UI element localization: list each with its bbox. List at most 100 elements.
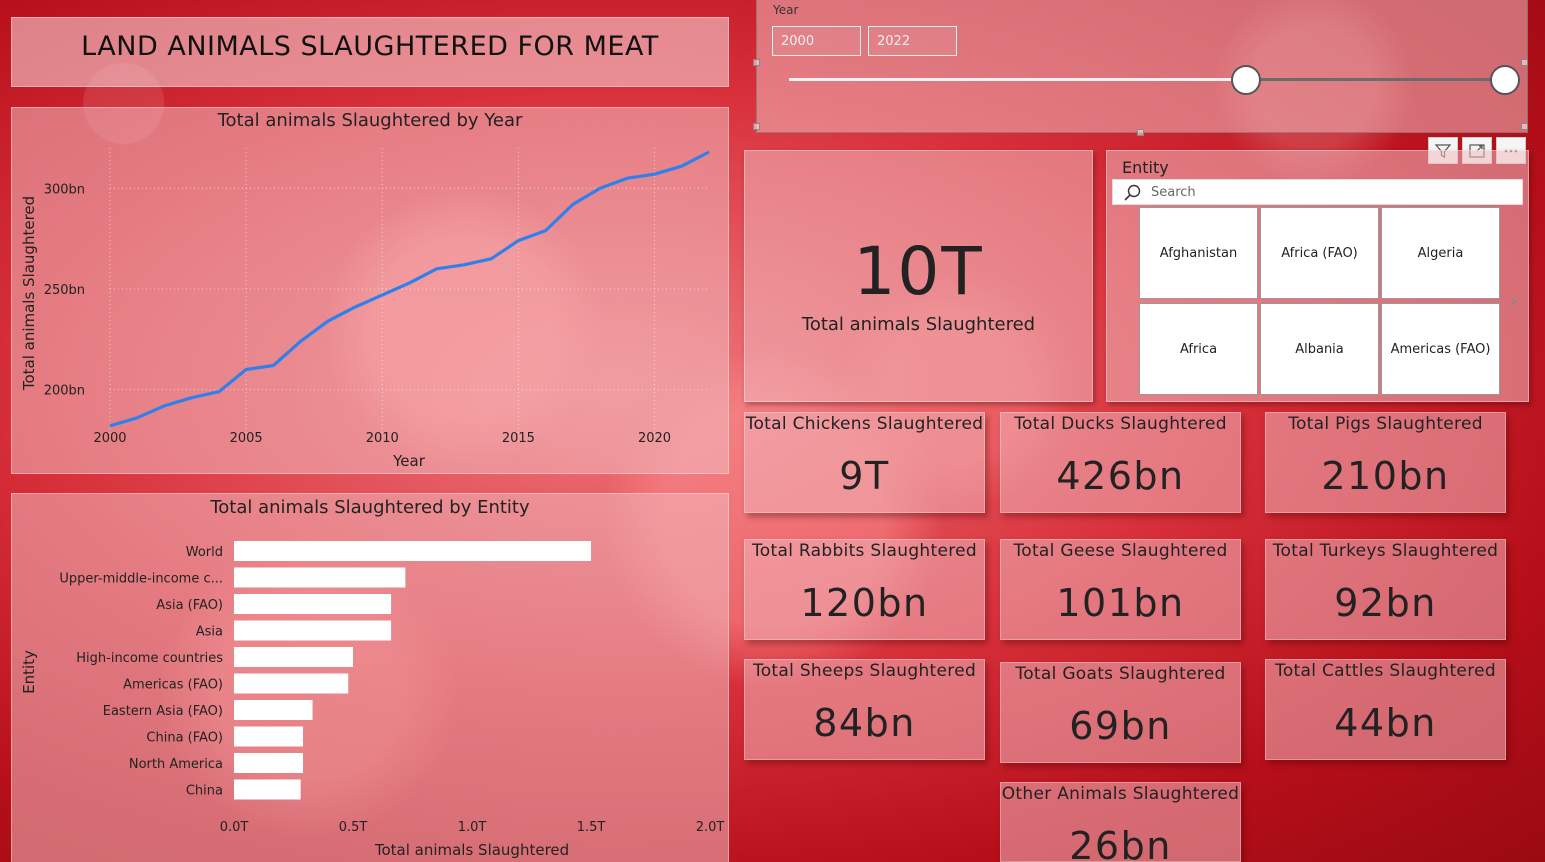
data-point[interactable] xyxy=(298,338,304,344)
x-tick-label: 2010 xyxy=(366,431,399,446)
card-label: Other Animals Slaughtered xyxy=(1001,784,1240,804)
entity-tile[interactable]: Afghanistan xyxy=(1139,207,1258,299)
category-label: Eastern Asia (FAO) xyxy=(103,704,223,719)
card-label: Total Pigs Slaughtered xyxy=(1288,414,1483,434)
data-point[interactable] xyxy=(679,163,685,169)
data-point[interactable] xyxy=(134,415,140,421)
bar[interactable] xyxy=(234,567,406,588)
slider-track-selected[interactable] xyxy=(789,78,1246,81)
data-point[interactable] xyxy=(352,304,358,310)
data-point[interactable] xyxy=(407,280,413,286)
card-value: 84bn xyxy=(813,701,916,745)
bar-chart[interactable]: World Upper-middle-income c... Asia (FAO) A… xyxy=(12,494,730,862)
data-point[interactable] xyxy=(107,423,113,429)
data-point[interactable] xyxy=(325,318,331,324)
bar[interactable] xyxy=(234,541,591,561)
data-point[interactable] xyxy=(461,262,467,268)
line-chart-panel[interactable]: Total animals Slaughtered by Year 200bn 2… xyxy=(11,107,729,474)
data-point[interactable] xyxy=(570,201,576,207)
category-label: North America xyxy=(129,757,223,772)
data-point[interactable] xyxy=(624,175,630,181)
y-tick-label: 200bn xyxy=(44,384,85,399)
entity-slicer[interactable]: Entity Search Afghanistan Africa (FAO) A… xyxy=(1106,150,1529,402)
slider-handle-end[interactable] xyxy=(1490,65,1520,95)
total-animals-value: 10T xyxy=(853,233,984,310)
bar[interactable] xyxy=(234,647,353,667)
ducks-kpi-card[interactable]: Total Ducks Slaughtered 426bn xyxy=(1000,412,1241,513)
bar[interactable] xyxy=(234,779,301,800)
year-start-input[interactable]: 2000 xyxy=(772,26,861,56)
data-point[interactable] xyxy=(515,238,521,244)
data-point[interactable] xyxy=(706,149,712,155)
resize-handle[interactable] xyxy=(1137,129,1144,136)
bar[interactable] xyxy=(234,753,304,773)
resize-handle[interactable] xyxy=(753,123,760,130)
data-point[interactable] xyxy=(270,362,276,368)
chickens-kpi-card[interactable]: Total Chickens Slaughtered 9T xyxy=(744,412,985,513)
geese-kpi-card[interactable]: Total Geese Slaughtered 101bn xyxy=(1000,539,1241,640)
data-point[interactable] xyxy=(597,185,603,191)
entity-tile[interactable]: Africa xyxy=(1139,303,1258,395)
year-slicer[interactable]: Year 2000 2022 xyxy=(753,0,1528,136)
entity-slicer-label: Entity xyxy=(1122,158,1169,177)
data-point[interactable] xyxy=(161,403,167,409)
line-chart-title: Total animals Slaughtered by Year xyxy=(217,110,523,131)
entity-tile[interactable]: Americas (FAO) xyxy=(1381,303,1500,395)
x-tick-label: 2015 xyxy=(502,431,535,446)
card-value: 120bn xyxy=(800,581,929,625)
sheeps-kpi-card[interactable]: Total Sheeps Slaughtered 84bn xyxy=(744,659,985,760)
bar[interactable] xyxy=(234,673,349,694)
card-label: Total Goats Slaughtered xyxy=(1015,664,1226,684)
bar-chart-panel[interactable]: Total animals Slaughtered by Entity Worl… xyxy=(11,493,729,862)
data-point[interactable] xyxy=(488,256,494,262)
data-point[interactable] xyxy=(243,367,249,373)
bar[interactable] xyxy=(234,620,392,641)
card-value: 426bn xyxy=(1056,454,1185,498)
bar[interactable] xyxy=(234,726,304,747)
entity-tile[interactable]: Africa (FAO) xyxy=(1260,207,1379,299)
entity-tile[interactable]: Albania xyxy=(1260,303,1379,395)
bar[interactable] xyxy=(234,594,392,614)
category-label: World xyxy=(186,545,223,560)
cattles-kpi-card[interactable]: Total Cattles Slaughtered 44bn xyxy=(1265,659,1506,760)
card-value: 44bn xyxy=(1334,701,1437,745)
resize-handle[interactable] xyxy=(1521,123,1528,130)
rabbits-kpi-card[interactable]: Total Rabbits Slaughtered 120bn xyxy=(744,539,985,640)
pigs-kpi-card[interactable]: Total Pigs Slaughtered 210bn xyxy=(1265,412,1506,513)
x-tick-label: 0.5T xyxy=(339,820,368,835)
data-point[interactable] xyxy=(189,395,195,401)
series-line[interactable] xyxy=(109,150,710,428)
data-point[interactable] xyxy=(434,266,440,272)
other-animals-kpi-card[interactable]: Other Animals Slaughtered 26bn xyxy=(1000,782,1241,862)
page-title: LAND ANIMALS SLAUGHTERED FOR MEAT xyxy=(81,31,659,62)
total-animals-kpi-card[interactable]: 10T Total animals Slaughtered xyxy=(744,150,1093,402)
bar[interactable] xyxy=(234,700,313,720)
card-label: Total Geese Slaughtered xyxy=(1013,541,1228,561)
card-label: Total Sheeps Slaughtered xyxy=(752,661,977,681)
chevron-right-icon[interactable]: › xyxy=(1509,289,1518,314)
turkeys-kpi-card[interactable]: Total Turkeys Slaughtered 92bn xyxy=(1265,539,1506,640)
resize-handle[interactable] xyxy=(753,59,760,66)
card-value: 92bn xyxy=(1334,581,1437,625)
goats-kpi-card[interactable]: Total Goats Slaughtered 69bn xyxy=(1000,662,1241,763)
card-value: 26bn xyxy=(1069,824,1172,862)
data-point[interactable] xyxy=(216,389,222,395)
resize-handle[interactable] xyxy=(1521,59,1528,66)
data-point[interactable] xyxy=(379,292,385,298)
x-tick-label: 2000 xyxy=(93,431,126,446)
slider-handle-start[interactable] xyxy=(1231,65,1261,95)
y-tick-label: 300bn xyxy=(44,182,85,197)
entity-tile[interactable]: Algeria xyxy=(1381,207,1500,299)
card-label: Total Rabbits Slaughtered xyxy=(752,541,977,561)
total-animals-label: Total animals Slaughtered xyxy=(801,314,1036,335)
card-value: 101bn xyxy=(1056,581,1185,625)
x-tick-label: 2.0T xyxy=(696,820,725,835)
data-point[interactable] xyxy=(652,171,658,177)
data-point[interactable] xyxy=(543,228,549,234)
entity-search-input[interactable]: Search xyxy=(1112,179,1523,205)
x-tick-label: 2005 xyxy=(230,431,263,446)
x-axis-label: Total animals Slaughtered xyxy=(374,841,569,859)
title-banner: LAND ANIMALS SLAUGHTERED FOR MEAT xyxy=(11,17,729,87)
year-end-input[interactable]: 2022 xyxy=(868,26,957,56)
